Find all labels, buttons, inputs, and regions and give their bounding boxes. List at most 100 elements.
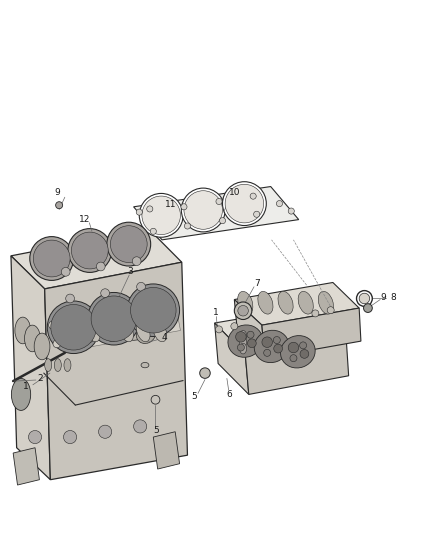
Circle shape xyxy=(312,310,319,317)
Ellipse shape xyxy=(240,330,247,341)
Circle shape xyxy=(134,420,147,433)
Polygon shape xyxy=(215,306,346,354)
Circle shape xyxy=(288,342,299,353)
Polygon shape xyxy=(215,323,249,394)
Ellipse shape xyxy=(141,328,149,333)
Circle shape xyxy=(147,206,153,212)
Circle shape xyxy=(142,196,180,235)
Ellipse shape xyxy=(103,321,117,342)
Circle shape xyxy=(236,332,246,342)
Circle shape xyxy=(238,305,248,316)
Circle shape xyxy=(150,228,156,235)
Circle shape xyxy=(300,342,307,349)
Circle shape xyxy=(114,313,122,321)
Ellipse shape xyxy=(86,321,100,342)
Circle shape xyxy=(181,204,187,210)
Ellipse shape xyxy=(45,359,52,372)
Ellipse shape xyxy=(74,326,93,343)
Ellipse shape xyxy=(136,326,155,343)
Text: 6: 6 xyxy=(226,390,233,399)
Circle shape xyxy=(231,322,238,330)
Polygon shape xyxy=(245,336,349,394)
Circle shape xyxy=(33,240,70,277)
Circle shape xyxy=(132,257,141,265)
Ellipse shape xyxy=(64,359,71,372)
Ellipse shape xyxy=(25,325,40,352)
Circle shape xyxy=(357,290,372,306)
Circle shape xyxy=(158,328,166,335)
Circle shape xyxy=(184,223,191,229)
Ellipse shape xyxy=(280,336,315,368)
Ellipse shape xyxy=(120,321,134,342)
Circle shape xyxy=(151,395,160,404)
Circle shape xyxy=(68,229,112,272)
Ellipse shape xyxy=(228,325,263,357)
Circle shape xyxy=(91,296,137,342)
Circle shape xyxy=(181,188,225,232)
Circle shape xyxy=(274,344,283,353)
Ellipse shape xyxy=(106,326,125,343)
Circle shape xyxy=(225,184,264,223)
Circle shape xyxy=(247,339,256,348)
Text: 10: 10 xyxy=(229,189,240,197)
Ellipse shape xyxy=(240,337,247,348)
Ellipse shape xyxy=(278,292,293,314)
Circle shape xyxy=(136,209,142,215)
Polygon shape xyxy=(234,300,265,358)
Text: 7: 7 xyxy=(254,279,261,288)
Text: 9: 9 xyxy=(54,189,60,197)
Circle shape xyxy=(290,354,297,362)
Circle shape xyxy=(359,293,370,304)
Circle shape xyxy=(71,232,108,269)
Circle shape xyxy=(219,217,226,224)
Circle shape xyxy=(127,284,180,336)
Circle shape xyxy=(51,304,96,350)
Polygon shape xyxy=(262,308,361,358)
Circle shape xyxy=(327,306,334,314)
Ellipse shape xyxy=(54,359,61,372)
Ellipse shape xyxy=(240,343,247,354)
Polygon shape xyxy=(13,448,39,485)
Polygon shape xyxy=(42,310,182,361)
Circle shape xyxy=(107,222,151,266)
Circle shape xyxy=(364,304,372,312)
Circle shape xyxy=(137,282,145,291)
Circle shape xyxy=(200,368,210,378)
Circle shape xyxy=(139,193,183,237)
Polygon shape xyxy=(42,332,75,405)
Circle shape xyxy=(288,208,294,214)
Circle shape xyxy=(47,301,100,353)
Circle shape xyxy=(223,182,266,225)
Circle shape xyxy=(97,318,100,321)
Ellipse shape xyxy=(153,321,167,342)
Circle shape xyxy=(250,193,256,199)
Circle shape xyxy=(64,431,77,443)
Text: 4: 4 xyxy=(162,334,167,342)
Text: 2: 2 xyxy=(38,374,43,383)
Circle shape xyxy=(237,344,244,351)
Polygon shape xyxy=(153,432,180,469)
Circle shape xyxy=(61,268,70,276)
Polygon shape xyxy=(140,330,150,365)
Circle shape xyxy=(110,225,147,263)
Circle shape xyxy=(276,200,283,207)
Polygon shape xyxy=(64,303,180,351)
Circle shape xyxy=(300,350,309,358)
Text: 12: 12 xyxy=(79,215,90,223)
Ellipse shape xyxy=(258,292,273,314)
Circle shape xyxy=(131,287,176,333)
Circle shape xyxy=(49,321,57,329)
Text: 5: 5 xyxy=(153,426,159,435)
Circle shape xyxy=(86,335,94,342)
Ellipse shape xyxy=(94,321,115,340)
Circle shape xyxy=(184,191,223,229)
Circle shape xyxy=(28,431,42,443)
Text: 3: 3 xyxy=(127,268,134,276)
Ellipse shape xyxy=(15,317,31,344)
Circle shape xyxy=(119,331,127,338)
Circle shape xyxy=(247,331,254,338)
Ellipse shape xyxy=(11,378,31,410)
Circle shape xyxy=(53,340,61,348)
Text: 5: 5 xyxy=(191,392,198,401)
Circle shape xyxy=(101,289,110,297)
